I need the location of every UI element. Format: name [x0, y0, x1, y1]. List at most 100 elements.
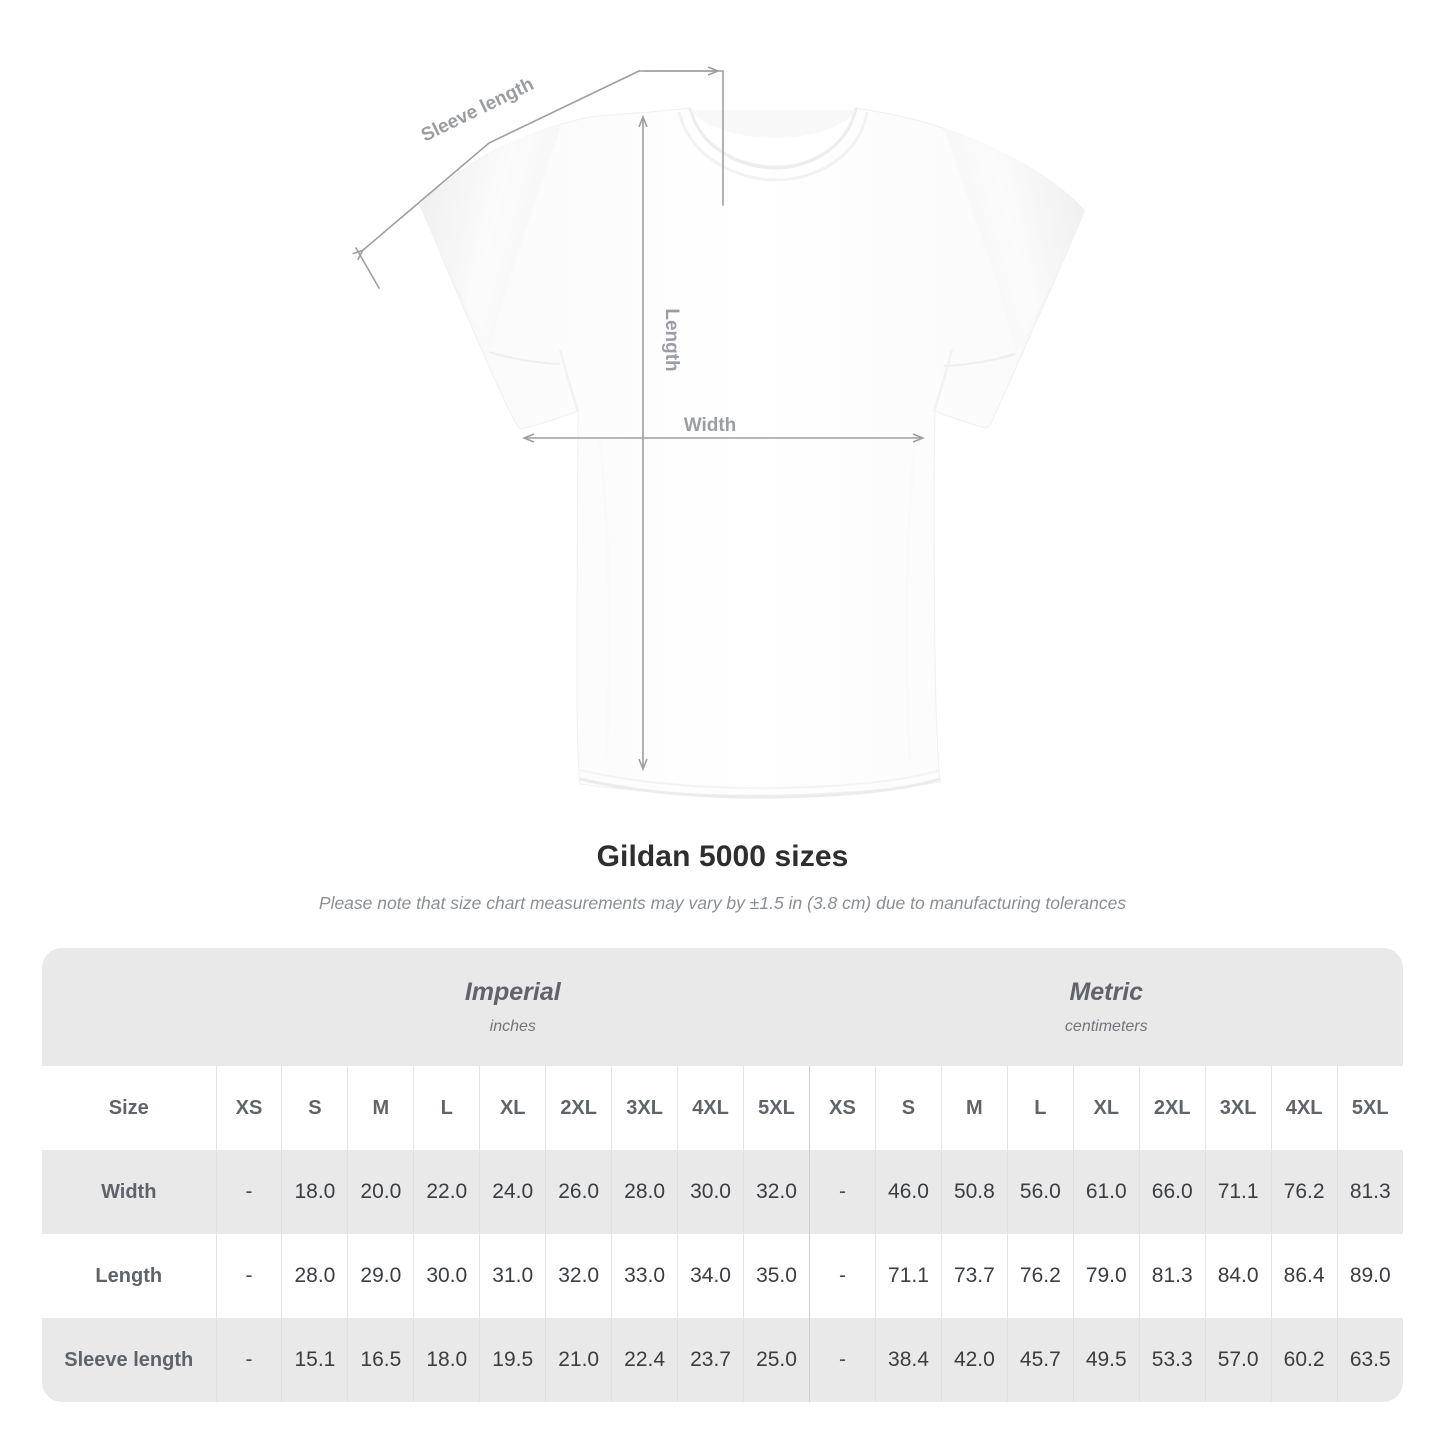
measurement-cell: - [809, 1234, 876, 1318]
empty-value: - [245, 1264, 253, 1287]
size-header-cell: S [281, 1066, 348, 1150]
width-label: Width [684, 415, 737, 436]
empty-value: - [245, 1348, 253, 1371]
measurement-cell: 32.0 [742, 1150, 810, 1234]
size-header-cell: 4XL [677, 1066, 744, 1150]
size-chart-table: Imperial inches Metric centimeters Size XS S M L… [42, 948, 1403, 1402]
measurement-cell: 81.3 [1336, 1150, 1403, 1234]
measurement-cell: - [215, 1150, 282, 1234]
sleeve-length-arrow [356, 71, 724, 289]
unit-banner-row: Imperial inches Metric centimeters [42, 948, 1403, 1066]
measurement-cell: 61.0 [1072, 1150, 1140, 1234]
measurement-cell: 50.8 [940, 1150, 1008, 1234]
measurement-cell: 24.0 [479, 1150, 546, 1234]
size-header-row: Size XS S M L XL 2XL 3XL 4XL 5XL XS S M L XL 2XL 3XL 4XL 5… [42, 1066, 1403, 1150]
measurement-cell: 79.0 [1072, 1234, 1140, 1318]
measurement-cell: 53.3 [1138, 1318, 1206, 1402]
measurement-cell: 19.5 [479, 1318, 546, 1402]
measurement-cell: 45.7 [1006, 1318, 1074, 1402]
measurement-cell: 22.4 [611, 1318, 678, 1402]
measurement-cell: 66.0 [1138, 1150, 1206, 1234]
size-header-cell: L [1006, 1066, 1074, 1150]
measurement-cell: 86.4 [1270, 1234, 1338, 1318]
size-chart-table-wrapper: Imperial inches Metric centimeters Size XS S M L… [42, 948, 1403, 1402]
measurement-cell: 71.1 [874, 1234, 942, 1318]
tolerance-note: Please note that size chart measurements… [318, 893, 1127, 913]
size-header-cell: XL [479, 1066, 546, 1150]
size-header-cell: 5XL [742, 1066, 810, 1150]
measurement-cell: 46.0 [874, 1150, 942, 1234]
measurement-cell: 35.0 [742, 1234, 810, 1318]
sleeve-length-label: Sleeve length [418, 74, 537, 147]
unit-banner-spacer [42, 948, 216, 1066]
size-header-cell: L [413, 1066, 480, 1150]
size-header-cell: 5XL [1336, 1066, 1403, 1150]
measurement-cell: 26.0 [545, 1150, 612, 1234]
measurement-cell: 63.5 [1336, 1318, 1403, 1402]
unit-name: Imperial [464, 978, 561, 1006]
measurement-cell: 42.0 [940, 1318, 1008, 1402]
unit-subtitle: inches [489, 1018, 536, 1035]
measurement-cell: 16.5 [347, 1318, 414, 1402]
measurement-cell: 28.0 [611, 1150, 678, 1234]
measurement-cell: 23.7 [677, 1318, 744, 1402]
measurement-row-label: Sleeve length [42, 1318, 216, 1402]
measurement-cell: 31.0 [479, 1234, 546, 1318]
measurement-cell: 25.0 [742, 1318, 810, 1402]
measurement-cell: 29.0 [347, 1234, 414, 1318]
measurement-cell: 73.7 [940, 1234, 1008, 1318]
measurement-cell: 38.4 [874, 1318, 942, 1402]
size-header-cell: 3XL [611, 1066, 678, 1150]
empty-value: - [839, 1348, 847, 1371]
measurement-cell: - [809, 1150, 876, 1234]
measurement-cell: 76.2 [1270, 1150, 1338, 1234]
measurement-cell: - [809, 1318, 876, 1402]
title-block: Gildan 5000 sizes Please note that size … [0, 838, 1445, 914]
measurement-cell: 56.0 [1006, 1150, 1074, 1234]
size-header-cell: XS [215, 1066, 282, 1150]
tshirt-shape [419, 107, 1085, 799]
empty-value: - [839, 1180, 847, 1203]
size-header-cell: M [347, 1066, 414, 1150]
empty-value: - [839, 1264, 847, 1287]
empty-value: - [245, 1180, 253, 1203]
measurement-cell: 71.1 [1204, 1150, 1272, 1234]
size-header-cell: 2XL [1138, 1066, 1206, 1150]
measurement-cell: - [215, 1234, 282, 1318]
size-header-cell: 3XL [1204, 1066, 1272, 1150]
size-header-cell: S [874, 1066, 942, 1150]
measurement-cell: 32.0 [545, 1234, 612, 1318]
measurement-cell: 76.2 [1006, 1234, 1074, 1318]
measurement-cell: 49.5 [1072, 1318, 1140, 1402]
unit-name: Metric [1069, 978, 1144, 1006]
measurement-cell: 30.0 [677, 1150, 744, 1234]
measurement-cell: 57.0 [1204, 1318, 1272, 1402]
measurement-cell: - [215, 1318, 282, 1402]
unit-subtitle: centimeters [1064, 1018, 1148, 1035]
unit-header-metric: Metric centimeters [809, 948, 1403, 1066]
measurement-cell: 22.0 [413, 1150, 480, 1234]
size-header-cell: 2XL [545, 1066, 612, 1150]
tshirt-illustration: Sleeve length Length Width [0, 0, 1085, 799]
measurement-cell: 21.0 [545, 1318, 612, 1402]
unit-header-imperial: Imperial inches [216, 948, 810, 1066]
measurement-cell: 20.0 [347, 1150, 414, 1234]
table-row: Length - 28.0 29.0 30.0 31.0 32.0 33.0 34.0 35.0 -… [42, 1234, 1403, 1318]
size-header-cell: M [940, 1066, 1008, 1150]
table-row: Width - 18.0 20.0 22.0 24.0 26.0 28.0 30.0 32.0 - 4… [42, 1150, 1403, 1234]
measurement-cell: 15.1 [281, 1318, 348, 1402]
measurement-cell: 60.2 [1270, 1318, 1338, 1402]
measurement-cell: 30.0 [413, 1234, 480, 1318]
measurement-cell: 33.0 [611, 1234, 678, 1318]
measurement-cell: 18.0 [413, 1318, 480, 1402]
measurement-cell: 84.0 [1204, 1234, 1272, 1318]
measurement-annotations [356, 71, 922, 768]
measurement-cell: 28.0 [281, 1234, 348, 1318]
measurement-row-label: Width [42, 1150, 216, 1234]
size-column-label: Size [42, 1066, 216, 1150]
measurement-cell: 81.3 [1138, 1234, 1206, 1318]
table-row: Sleeve length - 15.1 16.5 18.0 19.5 21.0 22.4 23… [42, 1318, 1403, 1402]
measurement-row-label: Length [42, 1234, 216, 1318]
size-header-cell: XS [809, 1066, 876, 1150]
size-header-cell: XL [1072, 1066, 1140, 1150]
